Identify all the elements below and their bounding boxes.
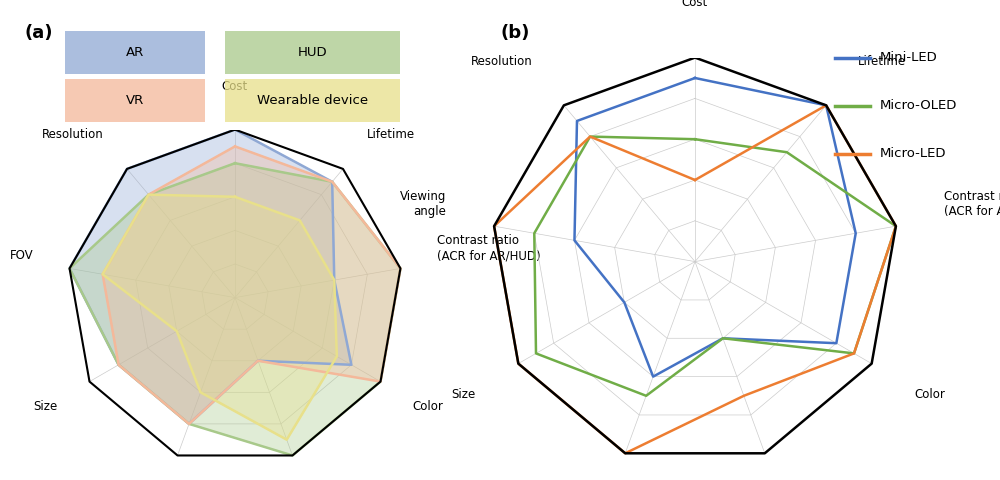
Text: HUD: HUD [298, 46, 327, 60]
Polygon shape [103, 195, 337, 440]
Text: Size: Size [33, 400, 57, 413]
Text: Lifetime: Lifetime [367, 128, 415, 141]
Text: Contrast ratio
(ACR for AR/HUD): Contrast ratio (ACR for AR/HUD) [944, 190, 1000, 217]
Text: Wearable device: Wearable device [257, 94, 368, 108]
Text: Lifetime: Lifetime [858, 55, 906, 68]
Polygon shape [103, 146, 400, 424]
Text: Micro-OLED: Micro-OLED [880, 99, 957, 112]
Polygon shape [70, 163, 400, 456]
Text: Mini-LED: Mini-LED [880, 51, 938, 64]
Text: Cost: Cost [222, 80, 248, 93]
Text: Color: Color [914, 388, 945, 401]
Text: Resolution: Resolution [42, 128, 103, 141]
Polygon shape [70, 130, 351, 424]
Text: Size: Size [452, 388, 476, 401]
Text: AR: AR [126, 46, 144, 60]
Text: VR: VR [126, 94, 144, 108]
Text: (b): (b) [500, 24, 529, 42]
Text: Cost: Cost [682, 0, 708, 9]
Text: FOV: FOV [10, 249, 33, 262]
Text: Color: Color [413, 400, 443, 413]
Text: Contrast ratio
(ACR for AR/HUD): Contrast ratio (ACR for AR/HUD) [437, 234, 540, 262]
Text: Resolution: Resolution [471, 55, 532, 68]
Text: Micro-LED: Micro-LED [880, 147, 946, 160]
Text: (a): (a) [25, 24, 54, 42]
Text: Viewing
angle: Viewing angle [400, 190, 446, 217]
